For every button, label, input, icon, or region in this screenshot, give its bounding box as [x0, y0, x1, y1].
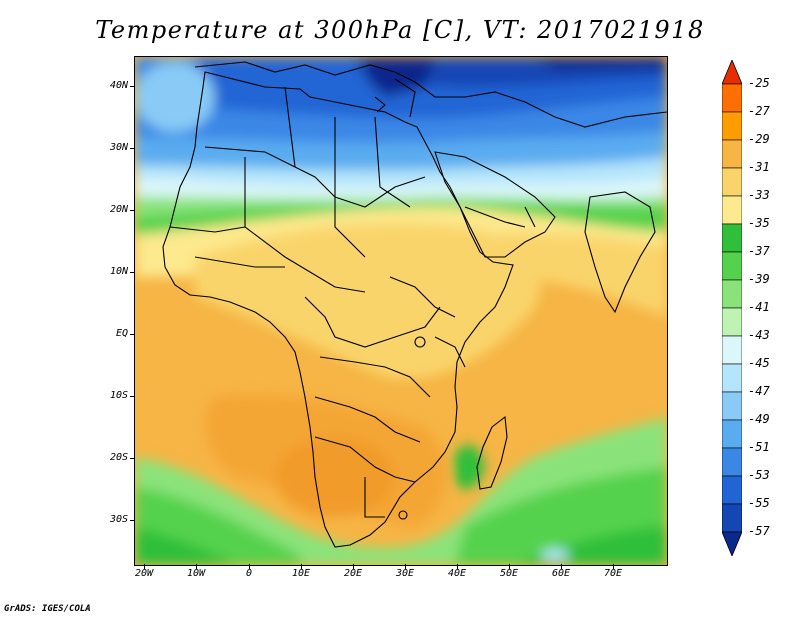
lat-tick: [130, 520, 135, 521]
colorbar-box: [722, 111, 742, 141]
lat-tick: [130, 396, 135, 397]
lat-label-20s: 20S: [109, 452, 128, 463]
lat-tick: [130, 458, 135, 459]
lat-tick: [130, 210, 135, 211]
lon-label-70e: 70E: [603, 568, 623, 579]
colorbar-box: [722, 83, 742, 113]
colorbar: [722, 60, 742, 556]
lon-tick: [509, 564, 510, 569]
colorbar-box: [722, 307, 742, 337]
map-title: Temperature at 300hPa [C], VT: 201702191…: [95, 16, 705, 44]
colorbar-label: -39: [748, 272, 770, 286]
lat-tick: [130, 334, 135, 335]
colorbar-box: [722, 419, 742, 449]
colorbar-label: -33: [748, 188, 770, 202]
lat-tick: [130, 86, 135, 87]
lon-tick: [196, 564, 197, 569]
colorbar-bottom-arrow: [722, 531, 742, 556]
colorbar-box: [722, 391, 742, 421]
lon-label-10w: 10W: [186, 568, 206, 579]
lat-label-20n: 20N: [109, 204, 128, 215]
colorbar-box: [722, 335, 742, 365]
colorbar-box: [722, 447, 742, 477]
lon-tick: [144, 564, 145, 569]
lat-label-30n: 30N: [109, 142, 128, 153]
lat-label-10n: 10N: [109, 266, 128, 277]
lon-tick: [249, 564, 250, 569]
colorbar-boxes: [722, 83, 742, 533]
lon-label-40e: 40E: [447, 568, 467, 579]
lon-label-0: 0: [245, 568, 253, 579]
colorbar-label: -27: [748, 104, 770, 118]
lon-tick: [613, 564, 614, 569]
lon-label-20e: 20E: [343, 568, 363, 579]
colorbar-label: -29: [748, 132, 770, 146]
colorbar-box: [722, 167, 742, 197]
colorbar-label: -47: [748, 384, 770, 398]
colorbar-label: -41: [748, 300, 770, 314]
colorbar-box: [722, 475, 742, 505]
colorbar-label: -49: [748, 412, 770, 426]
colorbar-label: -57: [748, 524, 770, 538]
colorbar-label: -25: [748, 76, 770, 90]
colorbar-box: [722, 195, 742, 225]
lon-label-10e: 10E: [291, 568, 311, 579]
lon-tick: [561, 564, 562, 569]
colorbar-label: -43: [748, 328, 770, 342]
grads-credit: GrADS: IGES/COLA: [4, 604, 91, 614]
colorbar-label: -35: [748, 216, 770, 230]
colorbar-box: [722, 363, 742, 393]
lat-tick: [130, 148, 135, 149]
colorbar-label: -53: [748, 468, 770, 482]
colorbar-top-arrow: [722, 60, 742, 85]
lat-label-30s: 30S: [109, 514, 128, 525]
colorbar-box: [722, 139, 742, 169]
colorbar-label: -31: [748, 160, 770, 174]
lon-tick: [457, 564, 458, 569]
temperature-field: [135, 57, 667, 565]
colorbar-label: -37: [748, 244, 770, 258]
lat-label-10s: 10S: [109, 390, 128, 401]
lon-label-50e: 50E: [499, 568, 519, 579]
colorbar-box: [722, 251, 742, 281]
colorbar-label: -45: [748, 356, 770, 370]
lon-tick: [301, 564, 302, 569]
lat-tick: [130, 272, 135, 273]
lon-tick: [353, 564, 354, 569]
lon-tick: [405, 564, 406, 569]
colorbar-label: -51: [748, 440, 770, 454]
colorbar-box: [722, 279, 742, 309]
colorbar-box: [722, 503, 742, 533]
coastlines: [162, 61, 667, 548]
lat-label-40n: 40N: [109, 80, 128, 91]
temperature-map: [134, 56, 668, 566]
lon-label-30e: 30E: [395, 568, 415, 579]
lon-label-20w: 20W: [134, 568, 154, 579]
lat-label-eq: EQ: [115, 328, 128, 339]
colorbar-box: [722, 223, 742, 253]
lon-label-60e: 60E: [551, 568, 571, 579]
colorbar-label: -55: [748, 496, 770, 510]
